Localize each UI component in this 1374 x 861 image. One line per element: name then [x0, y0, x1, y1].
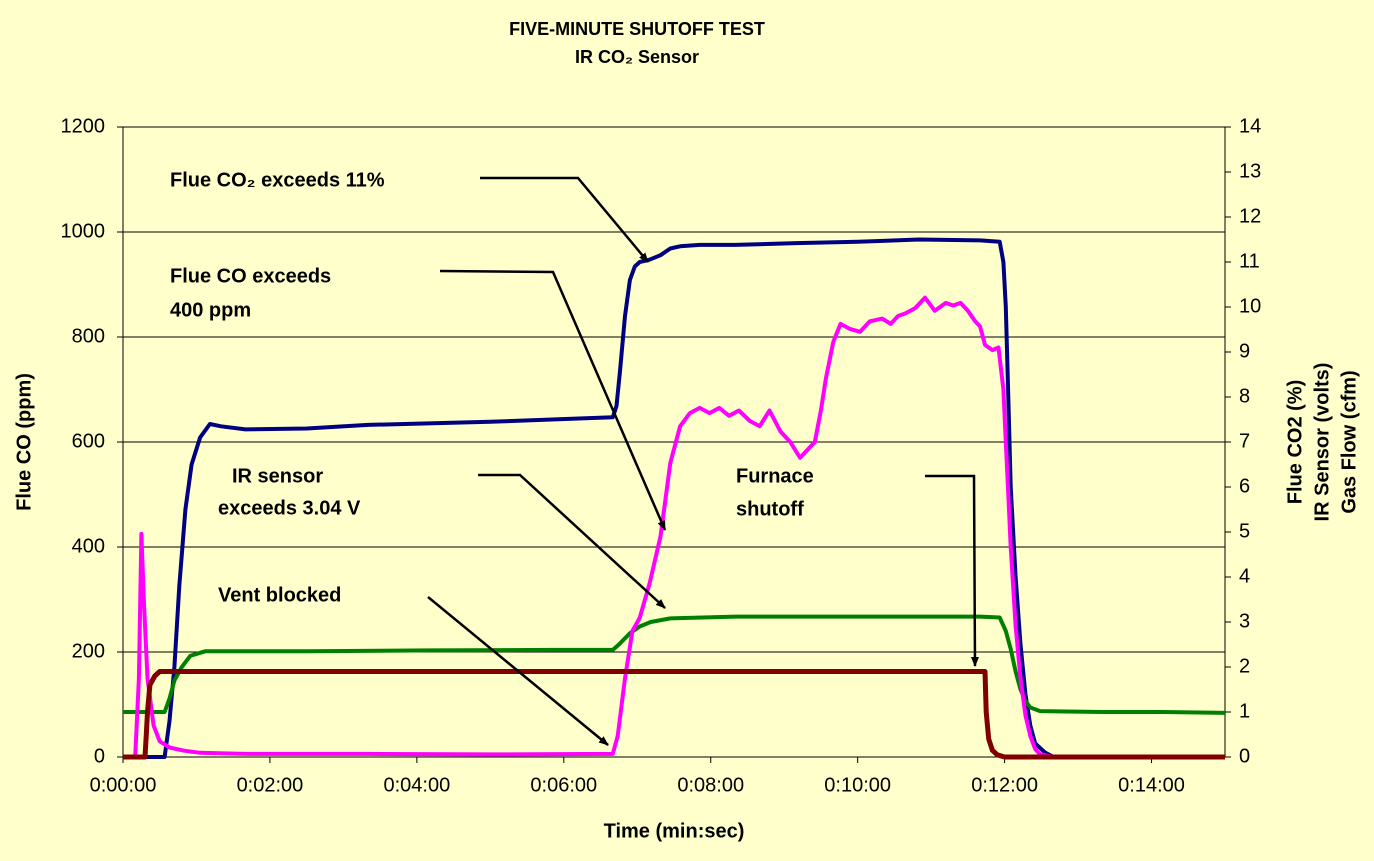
y2-axis-label: Flue CO2 (%)	[1284, 380, 1306, 504]
y2-tick-label: 5	[1239, 520, 1250, 542]
y2-axis-label: IR Sensor (volts)	[1311, 363, 1333, 522]
y2-tick-label: 3	[1239, 610, 1250, 632]
y2-tick-label: 8	[1239, 385, 1250, 407]
x-tick-label: 0:06:00	[530, 774, 597, 796]
annotation-arrow	[427, 596, 609, 746]
annotation: 400 ppm	[170, 299, 251, 321]
y-tick-label: 1200	[61, 115, 106, 137]
x-tick-label: 0:10:00	[824, 774, 891, 796]
y2-tick-label: 14	[1239, 115, 1261, 137]
annotation: Flue CO₂ exceeds 11%	[170, 169, 385, 191]
y-tick-label: 200	[72, 640, 105, 662]
annotation: Flue CO exceeds	[170, 265, 331, 287]
annotation-arrow	[439, 269, 667, 531]
y2-tick-label: 4	[1239, 565, 1250, 587]
x-tick-label: 0:14:00	[1118, 774, 1185, 796]
y2-tick-label: 11	[1239, 250, 1260, 272]
y2-tick-label: 12	[1239, 205, 1261, 227]
y2-tick-label: 10	[1239, 295, 1261, 317]
data-line	[123, 237, 1225, 759]
y2-tick-label: 9	[1239, 340, 1250, 362]
y-tick-label: 0	[94, 745, 105, 767]
y2-tick-label: 6	[1239, 475, 1250, 497]
annotation-arrow	[478, 473, 666, 609]
annotation: exceeds 3.04 V	[218, 497, 361, 519]
y2-tick-label: 2	[1239, 655, 1250, 677]
annotation-arrow	[925, 474, 979, 667]
x-tick-label: 0:00:00	[90, 774, 157, 796]
x-axis-label: Time (min:sec)	[604, 820, 745, 842]
y-axis-label: Flue CO (ppm)	[13, 373, 35, 511]
annotation: Vent blocked	[218, 584, 341, 606]
annotation: IR sensor	[232, 465, 323, 487]
y-tick-label: 400	[72, 535, 105, 557]
y2-tick-label: 0	[1239, 745, 1250, 767]
annotation: Furnace	[736, 465, 814, 487]
data-line	[123, 614, 1226, 715]
y2-tick-label: 13	[1239, 160, 1261, 182]
data-line	[123, 669, 1225, 760]
annotations: Flue CO₂ exceeds 11% Flue CO exceeds 400…	[170, 169, 979, 746]
annotation: shutoff	[736, 498, 804, 520]
chart-title: FIVE-MINUTE SHUTOFF TEST	[509, 19, 765, 39]
x-tick-label: 0:12:00	[971, 774, 1038, 796]
data-line	[123, 295, 1225, 759]
y2-tick-label: 1	[1239, 700, 1250, 722]
chart-subtitle: IR CO₂ Sensor	[575, 47, 699, 67]
x-tick-label: 0:08:00	[677, 774, 744, 796]
x-tick-label: 0:04:00	[383, 774, 450, 796]
y2-tick-label: 7	[1239, 430, 1250, 452]
x-tick-label: 0:02:00	[237, 774, 304, 796]
y2-axis-label: Gas Flow (cfm)	[1338, 370, 1360, 513]
annotation-arrow	[480, 176, 649, 263]
y-tick-label: 1000	[61, 220, 106, 242]
y-tick-label: 600	[72, 430, 105, 452]
y-tick-label: 800	[72, 325, 105, 347]
plot-area: 0200400600800100012000123456789101112131…	[61, 115, 1262, 796]
